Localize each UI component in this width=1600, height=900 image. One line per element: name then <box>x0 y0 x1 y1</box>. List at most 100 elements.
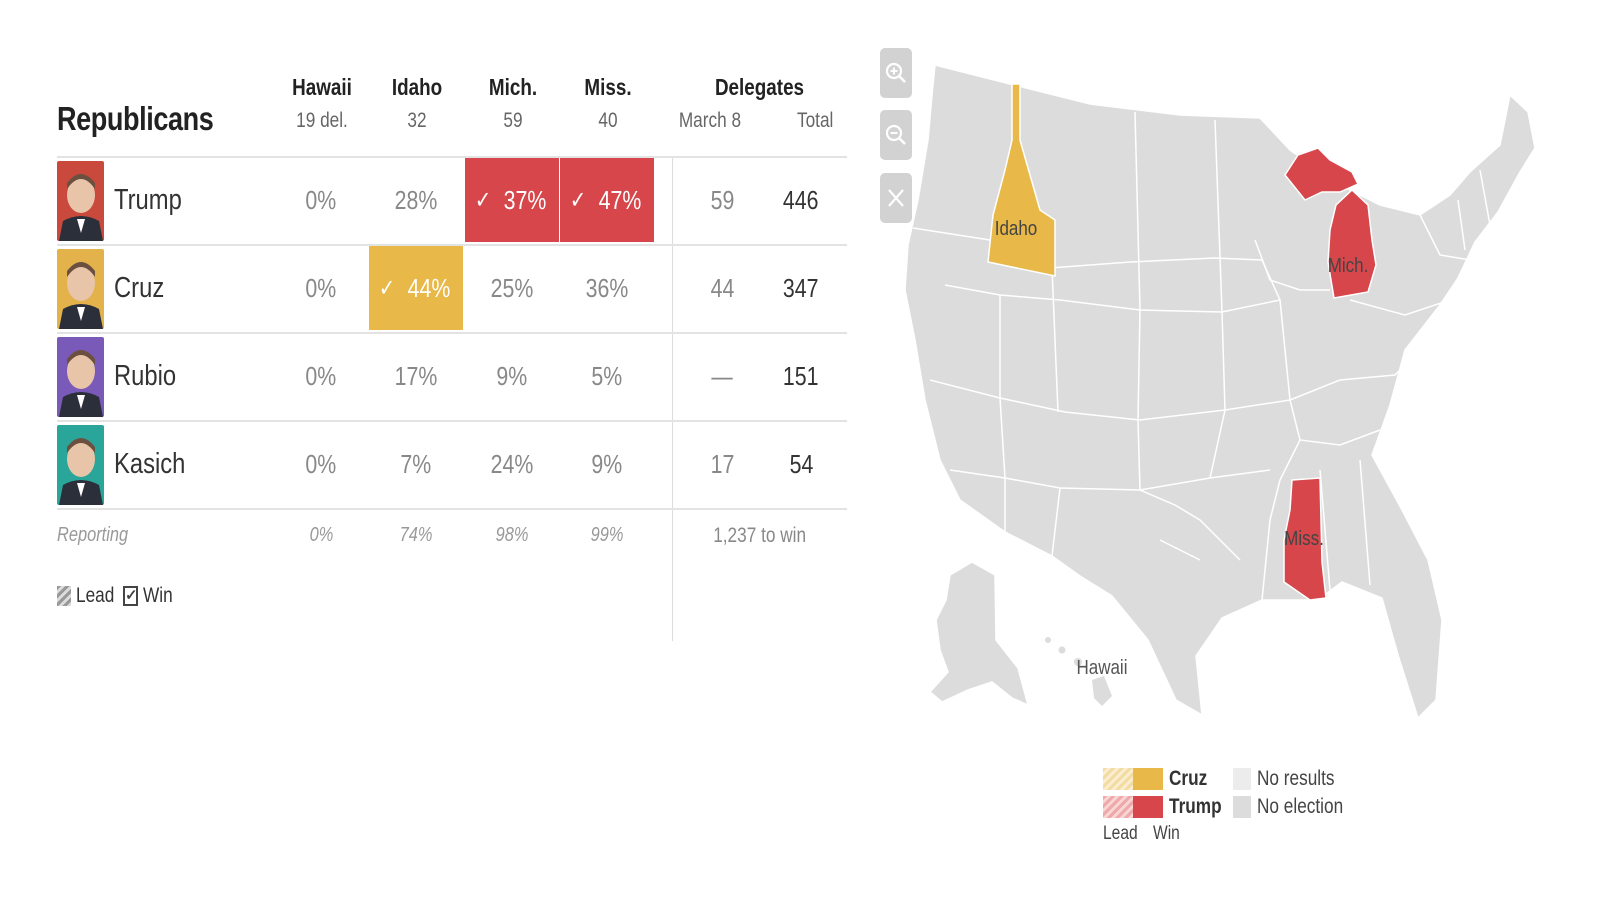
result-cell-miss: 9% <box>560 422 654 506</box>
column-divider <box>672 156 673 641</box>
col-header-hawaii: Hawaii 19 del. <box>274 74 370 133</box>
delegates-total: 446 <box>783 184 819 215</box>
result-value: 7% <box>400 448 432 479</box>
reset-map-button[interactable] <box>880 173 912 223</box>
label-hawaii: Hawaii <box>1077 656 1128 679</box>
result-value: 44% <box>407 272 451 303</box>
candidate-row-kasich: Kasich 0% 7% 24% 9% 17 54 <box>57 420 847 508</box>
state-delegates: 59 <box>503 109 523 132</box>
delegates-march8: 59 <box>710 184 734 215</box>
reporting-mississippi: 99% <box>590 524 624 546</box>
close-icon <box>888 189 904 207</box>
legend-cruz: Cruz <box>1103 767 1216 791</box>
results-map[interactable]: Idaho Mich. Miss. Hawaii <box>880 45 1560 745</box>
results-table: Republicans Hawaii 19 del. Idaho 32 Mich… <box>57 70 847 641</box>
trump-win-swatch <box>1133 796 1163 818</box>
delegates-header: Delegates March 8 Total <box>672 74 847 133</box>
result-value: 0% <box>305 448 337 479</box>
delegates-total: 54 <box>789 448 813 479</box>
legend-no-election: No election <box>1233 795 1362 819</box>
result-value: 0% <box>305 184 337 215</box>
result-cell-hawaii: 0% <box>274 422 368 506</box>
delegates-march8-header: March 8 <box>678 109 742 132</box>
result-value: 47% <box>598 184 642 215</box>
zoom-out-icon <box>885 124 906 145</box>
delegates-march8: 17 <box>710 448 734 479</box>
cruz-win-swatch <box>1133 768 1163 790</box>
col-header-idaho: Idaho 32 <box>369 74 465 133</box>
result-value: 28% <box>394 184 438 215</box>
result-cell-idaho: 7% <box>369 422 463 506</box>
check-icon: ✓ <box>123 586 138 606</box>
delegates-to-win: 1,237 to win <box>713 524 806 547</box>
reporting-michigan: 98% <box>495 524 529 546</box>
delegates-march8: — <box>711 360 733 391</box>
table-legend: Lead ✓ Win <box>57 584 847 614</box>
state-name: Mich. <box>488 74 538 100</box>
state-alaska <box>928 561 1030 707</box>
result-value: 0% <box>305 360 337 391</box>
candidate-rows: Trump 0% 28% ✓ 37% ✓ 47% 59 446 Cruz 0% ✓ 44% 25% 36% 4… <box>57 156 847 641</box>
delegates-total: 151 <box>783 360 819 391</box>
candidate-name: Cruz <box>114 272 165 304</box>
candidate-name: Kasich <box>114 448 186 480</box>
result-value: 37% <box>503 184 547 215</box>
result-value: 25% <box>490 272 534 303</box>
state-name: Miss. <box>584 74 632 100</box>
check-icon: ✓ <box>474 186 492 214</box>
check-icon: ✓ <box>378 274 396 302</box>
result-cell-idaho: ✓ 44% <box>369 246 463 330</box>
state-delegates: 19 del. <box>296 109 348 132</box>
zoom-out-button[interactable] <box>880 110 912 160</box>
legend-trump: Trump <box>1103 795 1233 819</box>
candidate-name: Trump <box>114 184 182 216</box>
state-michigan-lower[interactable] <box>1327 188 1377 299</box>
result-cell-miss: ✓ 47% <box>560 158 654 242</box>
delegates-total-header: Total <box>796 109 834 132</box>
check-icon: ✓ <box>569 186 587 214</box>
result-cell-idaho: 28% <box>369 158 463 242</box>
zoom-in-button[interactable] <box>880 48 912 98</box>
us-mainland <box>904 64 1536 720</box>
result-cell-miss: 5% <box>560 334 654 418</box>
state-delegates: 40 <box>598 109 618 132</box>
result-value: 24% <box>490 448 534 479</box>
result-cell-hawaii: 0% <box>274 334 368 418</box>
result-cell-mich: 9% <box>465 334 559 418</box>
cruz-lead-swatch <box>1103 768 1133 790</box>
state-idaho[interactable] <box>987 83 1056 277</box>
col-header-michigan: Mich. 59 <box>465 74 561 133</box>
delegates-march8: 44 <box>710 272 734 303</box>
map-legend: Cruz Trump No results No election Lead W… <box>1103 765 1363 855</box>
table-header: Republicans Hawaii 19 del. Idaho 32 Mich… <box>57 70 847 156</box>
label-michigan: Mich. <box>1328 254 1369 277</box>
reporting-idaho: 74% <box>399 524 433 546</box>
zoom-in-icon <box>885 62 906 83</box>
label-idaho: Idaho <box>995 217 1038 240</box>
result-value: 9% <box>591 448 623 479</box>
legend-lead: Lead <box>57 584 123 608</box>
us-map-svg: Idaho Mich. Miss. Hawaii <box>904 64 1536 720</box>
result-value: 5% <box>591 360 623 391</box>
reporting-hawaii: 0% <box>309 524 333 546</box>
state-hawaii <box>1045 637 1112 706</box>
state-michigan-upper[interactable] <box>1284 147 1360 201</box>
label-mississippi: Miss. <box>1284 527 1324 550</box>
legend-win: ✓ Win <box>123 584 173 607</box>
avatar <box>57 337 104 417</box>
result-cell-mich: 24% <box>465 422 559 506</box>
reporting-label: Reporting <box>57 524 129 546</box>
state-name: Idaho <box>391 74 443 100</box>
result-cell-hawaii: 0% <box>274 246 368 330</box>
state-mississippi[interactable] <box>1283 477 1327 601</box>
avatar <box>57 425 104 505</box>
no-election-swatch <box>1233 796 1251 818</box>
result-value: 36% <box>585 272 629 303</box>
state-name: Hawaii <box>292 74 352 100</box>
lead-swatch <box>57 586 71 606</box>
legend-no-results: No results <box>1233 767 1352 791</box>
result-cell-hawaii: 0% <box>274 158 368 242</box>
col-header-mississippi: Miss. 40 <box>560 74 656 133</box>
legend-lead-win-caption: Lead Win <box>1103 823 1180 844</box>
candidate-row-trump: Trump 0% 28% ✓ 37% ✓ 47% 59 446 <box>57 156 847 244</box>
